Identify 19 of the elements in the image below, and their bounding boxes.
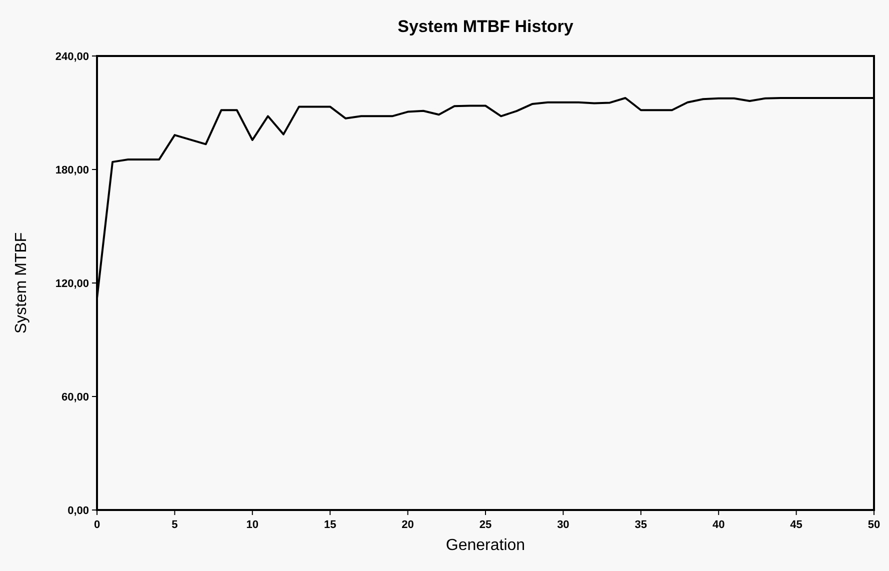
y-tick-label: 60,00	[61, 391, 89, 404]
x-tick-label: 35	[634, 519, 648, 531]
x-tick-label: 45	[790, 519, 802, 531]
y-axis-title: System MTBF	[13, 232, 30, 334]
x-tick-label: 30	[557, 519, 570, 531]
y-tick-label: 240,00	[55, 50, 89, 63]
x-tick-label: 20	[402, 519, 414, 531]
x-axis-title: Generation	[446, 537, 526, 554]
y-tick-label: 120,00	[55, 278, 89, 290]
y-tick-label: 180,00	[55, 164, 89, 176]
y-tick-label: 0,00	[68, 504, 89, 517]
x-tick-label: 5	[172, 519, 178, 531]
x-tick-label: 25	[479, 519, 492, 531]
x-tick-label: 40	[712, 519, 725, 531]
x-tick-label: 15	[324, 519, 336, 531]
x-tick-label: 50	[868, 519, 880, 531]
x-tick-label: 10	[246, 519, 259, 531]
x-tick-label: 0	[94, 519, 100, 531]
chart-title: System MTBF History	[398, 17, 574, 36]
